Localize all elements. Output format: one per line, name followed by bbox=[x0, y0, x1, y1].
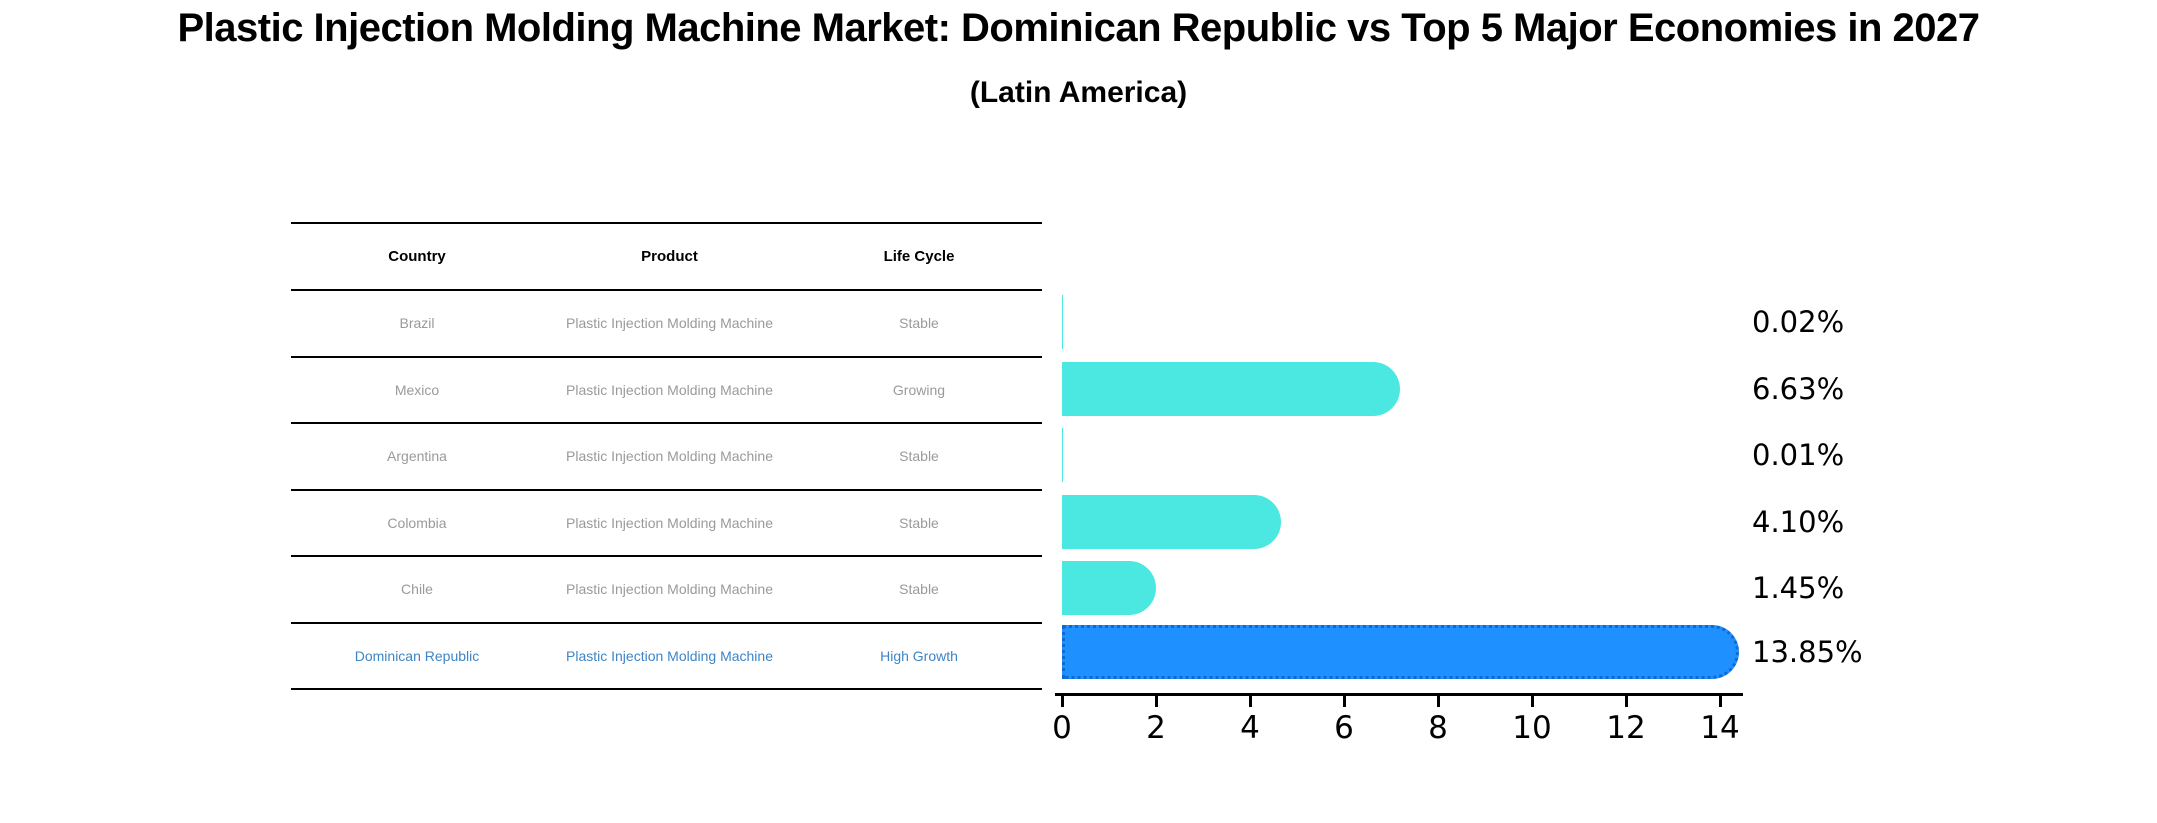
bar-dominican-republic bbox=[1062, 625, 1739, 679]
bar-colombia bbox=[1062, 495, 1281, 549]
cell-life-cycle: Stable bbox=[899, 448, 939, 465]
x-tick-label-12: 12 bbox=[1606, 710, 1646, 746]
cell-life-cycle: Stable bbox=[899, 315, 939, 332]
table-row-chile: Chile Plastic Injection Molding Machine St… bbox=[291, 557, 1042, 624]
cell-country: Colombia bbox=[387, 514, 447, 531]
chart-subtitle: (Latin America) bbox=[969, 76, 1188, 109]
cell-product: Plastic Injection Molding Machine bbox=[566, 315, 773, 332]
x-tick-0 bbox=[1060, 693, 1064, 707]
x-tick-label-0: 0 bbox=[1052, 710, 1072, 746]
value-label-dominican-republic: 13.85% bbox=[1752, 635, 1863, 669]
header-life-cycle: Life Cycle bbox=[883, 248, 955, 265]
value-label-argentina: 0.01% bbox=[1752, 438, 1845, 472]
bar-brazil bbox=[1062, 295, 1063, 349]
x-tick-12 bbox=[1624, 693, 1628, 707]
x-tick-8 bbox=[1436, 693, 1440, 707]
cell-product: Plastic Injection Molding Machine bbox=[566, 647, 773, 664]
cell-country: Dominican Republic bbox=[354, 647, 480, 664]
cell-life-cycle: Growing bbox=[892, 381, 946, 398]
country-table: Country Product Life Cycle Brazil Plastic… bbox=[291, 222, 1042, 690]
table-body: Brazil Plastic Injection Molding Machine S… bbox=[291, 291, 1042, 690]
value-label-brazil: 0.02% bbox=[1752, 305, 1845, 339]
x-tick-14 bbox=[1718, 693, 1722, 707]
table-row-argentina: Argentina Plastic Injection Molding Machi… bbox=[291, 424, 1042, 491]
bar-mexico bbox=[1062, 362, 1400, 416]
value-label-mexico: 6.63% bbox=[1752, 372, 1845, 406]
cell-life-cycle: Stable bbox=[899, 581, 939, 598]
cell-product: Plastic Injection Molding Machine bbox=[566, 448, 773, 465]
table-row-mexico: Mexico Plastic Injection Molding Machine G… bbox=[291, 358, 1042, 424]
x-tick-10 bbox=[1530, 693, 1534, 707]
x-tick-label-10: 10 bbox=[1512, 710, 1552, 746]
cell-country: Chile bbox=[401, 581, 433, 598]
cell-product: Plastic Injection Molding Machine bbox=[566, 581, 773, 598]
x-tick-label-8: 8 bbox=[1428, 710, 1448, 746]
x-tick-6 bbox=[1342, 693, 1346, 707]
cell-product: Plastic Injection Molding Machine bbox=[566, 514, 773, 531]
cell-country: Argentina bbox=[387, 448, 447, 465]
chart-title: Plastic Injection Molding Machine Market… bbox=[177, 6, 1980, 50]
bar-chile bbox=[1062, 561, 1157, 615]
header-country: Country bbox=[388, 248, 446, 265]
table-row-brazil: Brazil Plastic Injection Molding Machine S… bbox=[291, 291, 1042, 358]
cell-country: Mexico bbox=[394, 381, 440, 398]
table-row-colombia: Colombia Plastic Injection Molding Machin… bbox=[291, 491, 1042, 557]
x-tick-4 bbox=[1248, 693, 1252, 707]
x-axis-line bbox=[1055, 693, 1743, 696]
bar-argentina bbox=[1062, 428, 1063, 482]
value-label-chile: 1.45% bbox=[1752, 571, 1845, 605]
x-tick-label-4: 4 bbox=[1240, 710, 1260, 746]
cell-life-cycle: Stable bbox=[899, 514, 939, 531]
header-product: Product bbox=[641, 248, 698, 265]
cell-product: Plastic Injection Molding Machine bbox=[566, 381, 773, 398]
value-label-colombia: 4.10% bbox=[1752, 505, 1845, 539]
x-tick-2 bbox=[1154, 693, 1158, 707]
x-tick-label-14: 14 bbox=[1700, 710, 1740, 746]
table-header-row: Country Product Life Cycle bbox=[291, 224, 1042, 291]
x-tick-label-2: 2 bbox=[1146, 710, 1166, 746]
cell-country: Brazil bbox=[399, 315, 435, 332]
x-tick-label-6: 6 bbox=[1334, 710, 1354, 746]
cell-life-cycle: High Growth bbox=[880, 647, 958, 664]
table-row-dominican-republic: Dominican Republic Plastic Injection Mold… bbox=[291, 624, 1042, 690]
